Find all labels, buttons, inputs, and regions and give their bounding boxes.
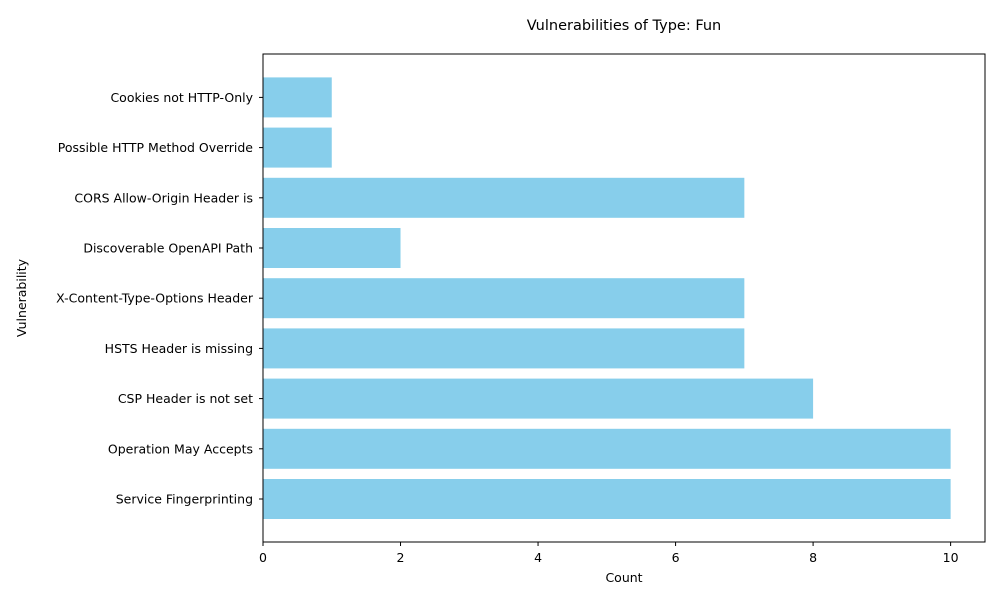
x-tick-label: 6 <box>672 550 680 565</box>
bar <box>263 428 951 469</box>
y-tick-label: HSTS Header is missing <box>105 341 253 356</box>
bar <box>263 228 401 268</box>
x-tick-label: 8 <box>809 550 817 565</box>
y-tick-label: CSP Header is not set <box>118 391 253 406</box>
bar <box>263 328 745 369</box>
x-tick-label: 4 <box>534 550 542 565</box>
x-axis-label: Count <box>605 570 642 585</box>
x-tick-label: 10 <box>943 550 959 565</box>
x-tick-label: 2 <box>397 550 405 565</box>
bar <box>263 378 814 419</box>
x-tick-label: 0 <box>259 550 267 565</box>
x-axis-ticks: 0 2 4 6 8 10 <box>259 542 959 565</box>
chart-title: Vulnerabilities of Type: Fun <box>527 18 722 34</box>
y-tick-label: Cookies not HTTP-Only <box>110 90 253 105</box>
bar <box>263 177 745 218</box>
y-tick-label: X-Content-Type-Options Header <box>56 291 254 306</box>
y-tick-label: Possible HTTP Method Override <box>58 140 254 155</box>
bar <box>263 479 951 519</box>
y-axis-ticks: Service Fingerprinting Operation May Acce… <box>56 90 263 507</box>
y-tick-label: CORS Allow-Origin Header is <box>74 190 253 205</box>
bar <box>263 127 332 168</box>
bar <box>263 278 745 319</box>
y-tick-label: Operation May Accepts <box>108 441 253 456</box>
y-axis-label: Vulnerability <box>14 258 29 337</box>
y-tick-label: Discoverable OpenAPI Path <box>83 241 253 256</box>
y-tick-label: Service Fingerprinting <box>116 492 253 507</box>
bar <box>263 77 332 118</box>
plot-area-frame <box>262 53 986 543</box>
bars-group <box>263 77 951 519</box>
